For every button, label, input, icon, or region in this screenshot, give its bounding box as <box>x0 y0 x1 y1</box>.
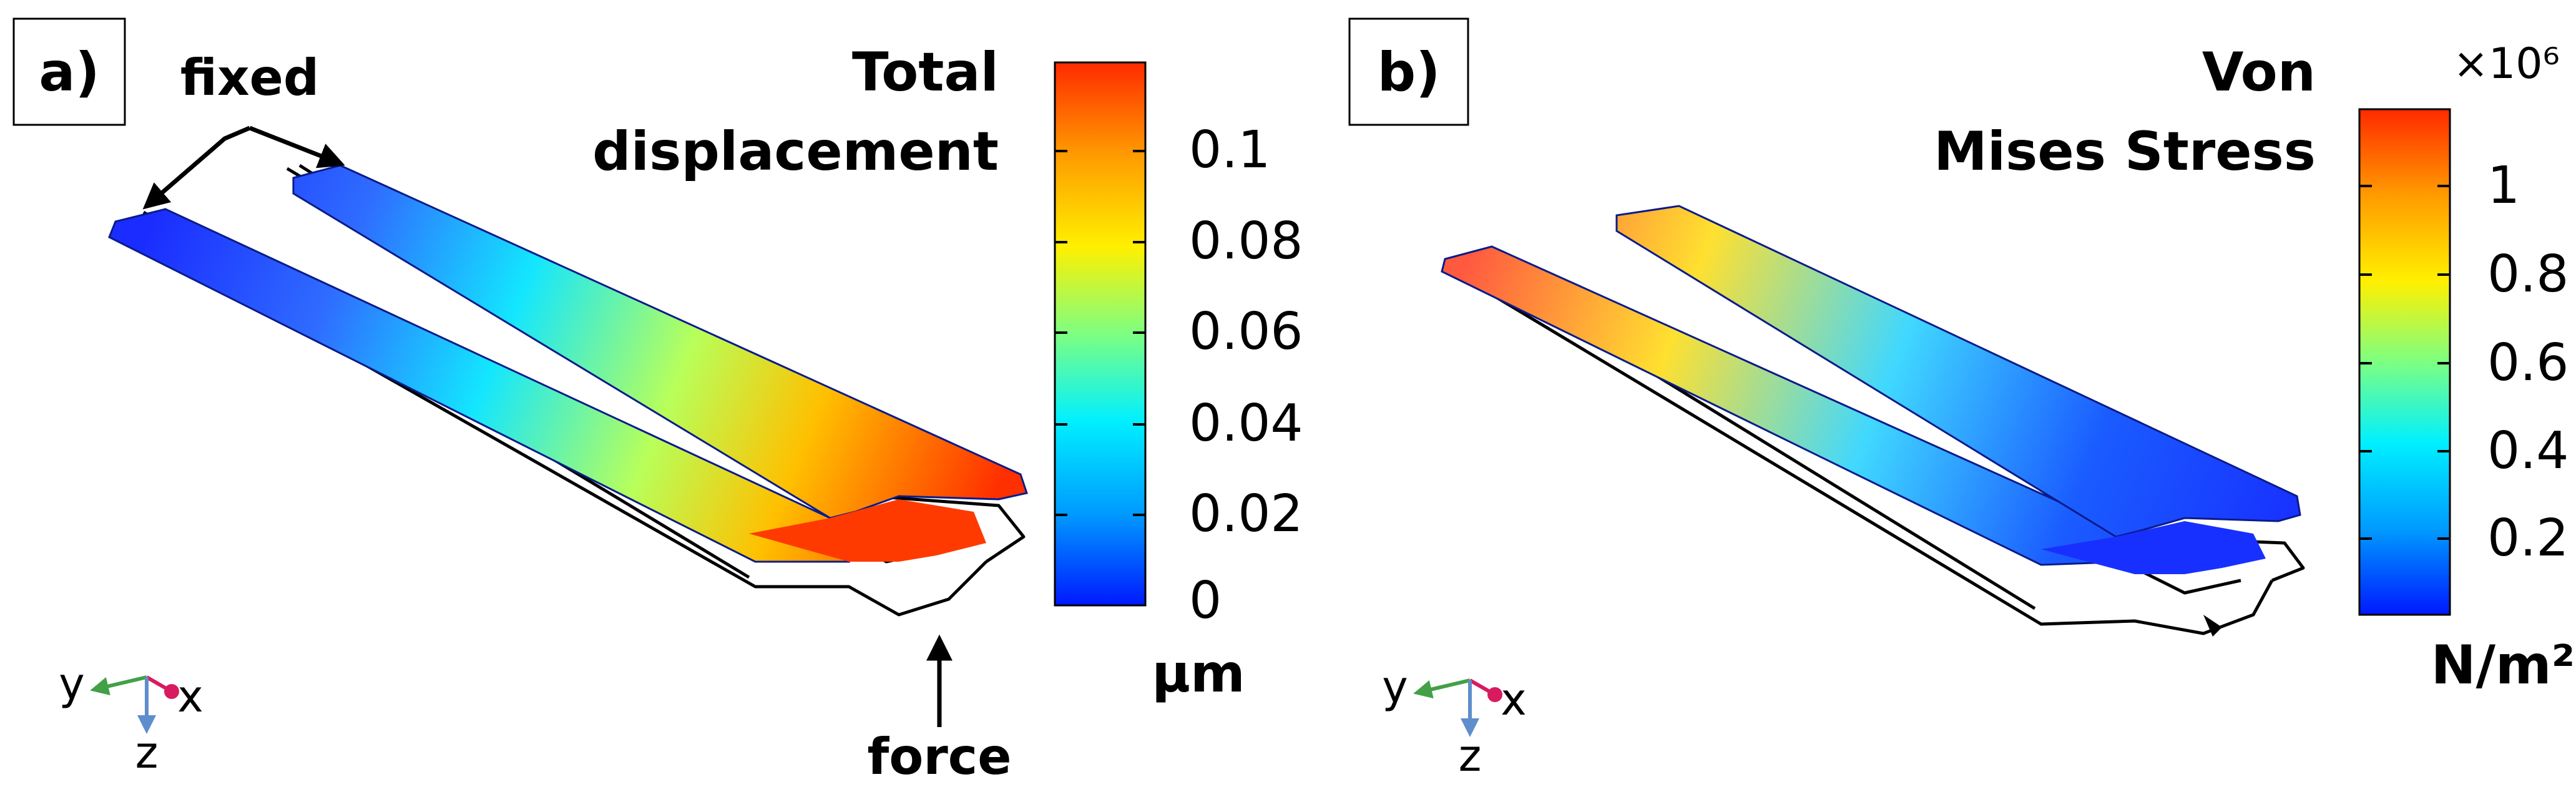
colorbar-b-unit: N/m² <box>2431 634 2575 697</box>
axis-x-label-a: x <box>177 671 203 722</box>
colorbar-b-multiplier: ×10⁶ <box>2453 39 2560 89</box>
colorbar-b-tick-labels: 1 0.8 0.6 0.4 0.2 <box>2487 156 2569 568</box>
beam-right-a <box>292 164 1028 519</box>
panel-b: b) Von Mises Stress ×10⁶ 1 0.8 0 <box>1348 17 2575 781</box>
colorbar-b-title-line2: Mises Stress <box>1934 120 2316 183</box>
force-label: force <box>868 728 1012 786</box>
colorbar-a-title-line1: Total <box>852 41 999 104</box>
colorbar-b-tick: 0.8 <box>2487 245 2569 304</box>
fixed-arrow-left <box>142 125 251 210</box>
colorbar-b-ticks <box>2359 185 2450 540</box>
panel-b-label-box <box>1348 17 1469 126</box>
axis-x-label-b: x <box>1501 674 1526 725</box>
axis-triad-b <box>1413 678 1502 737</box>
axis-y-label-b: y <box>1382 662 1408 713</box>
colorbar-b-title-line1: Von <box>2202 41 2316 104</box>
axis-y-label-a: y <box>59 658 84 710</box>
colorbar-b-tick: 0.2 <box>2487 509 2569 568</box>
axis-z-label-b: z <box>1459 730 1482 781</box>
colorbar-a-unit: µm <box>1152 643 1245 704</box>
fixed-label: fixed <box>180 49 319 107</box>
axis-z-label-a: z <box>135 727 159 778</box>
colorbar-a-tick: 0.04 <box>1189 394 1303 453</box>
colorbar-a-tick: 0 <box>1189 571 1222 630</box>
fixed-arrow-right <box>248 125 345 169</box>
colorbar-a-tick: 0.02 <box>1189 484 1303 544</box>
force-marker-b <box>2203 615 2222 637</box>
colorbar-a-tick: 0.06 <box>1189 302 1303 361</box>
colorbar-a-tick: 0.08 <box>1189 212 1303 271</box>
colorbar-b-tick: 0.6 <box>2487 333 2569 393</box>
colorbar-a-tick: 0.1 <box>1189 120 1270 180</box>
colorbar-b-tick: 0.4 <box>2487 421 2569 481</box>
axis-triad-a <box>90 675 179 734</box>
panel-a-label: a) <box>39 41 99 104</box>
colorbar-a <box>1054 61 1147 607</box>
colorbar-b-tick: 1 <box>2487 156 2520 215</box>
panel-a: a) fixed force Total displacement <box>12 17 1303 786</box>
colorbar-a-tick-labels: 0.1 0.08 0.06 0.04 0.02 0 <box>1189 120 1303 630</box>
panel-b-label: b) <box>1378 41 1441 104</box>
colorbar-a-title-line2: displacement <box>592 120 999 183</box>
beam-right-b <box>1615 205 2301 538</box>
panel-a-label-box <box>12 17 126 126</box>
tip-a <box>749 499 986 562</box>
colorbar-b <box>2358 108 2451 616</box>
colorbar-a-ticks <box>1055 150 1145 516</box>
tip-b <box>2041 521 2266 574</box>
